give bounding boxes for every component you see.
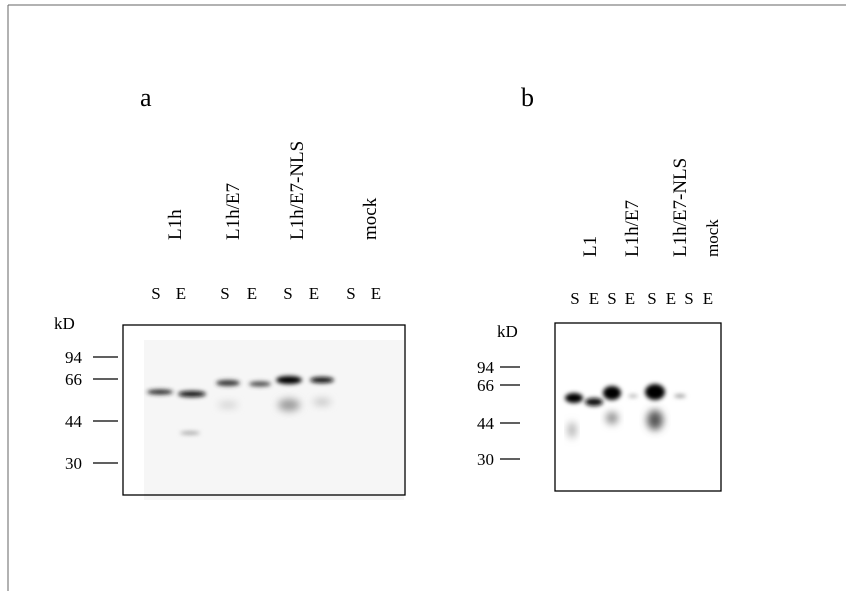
sample-label: L1h/E7-NLS <box>670 158 691 257</box>
lane-label: S <box>346 284 355 303</box>
lane-label: S <box>283 284 292 303</box>
lane-label: E <box>589 289 599 308</box>
marker-label: 66 <box>477 376 494 395</box>
lane-label: E <box>666 289 676 308</box>
marker-label: 44 <box>477 414 495 433</box>
lane-label: E <box>371 284 381 303</box>
marker-label: 94 <box>65 348 83 367</box>
marker-label: 44 <box>65 412 83 431</box>
marker-label: 30 <box>477 450 494 469</box>
panel-a: a L1h L1h/E7 L1h/E7-NLS mock S E S E S E… <box>54 83 406 500</box>
blot-frame <box>122 324 406 496</box>
lane-label: E <box>703 289 713 308</box>
lane-label: S <box>220 284 229 303</box>
panel-label: b <box>521 83 534 112</box>
lane-label: S <box>570 289 579 308</box>
lane-label: E <box>247 284 257 303</box>
sample-label: mock <box>360 197 381 240</box>
marker-label: 66 <box>65 370 82 389</box>
sample-label: L1h/E7 <box>223 183 244 240</box>
bands <box>147 376 334 435</box>
sample-label: mock <box>703 219 722 257</box>
unit-label: kD <box>54 314 75 333</box>
lane-label: S <box>647 289 656 308</box>
lane-label: E <box>309 284 319 303</box>
lane-label: E <box>176 284 186 303</box>
sample-label: L1h/E7-NLS <box>287 141 308 240</box>
sample-label: L1h <box>165 209 186 240</box>
marker-label: 30 <box>65 454 82 473</box>
marker-label: 94 <box>477 358 495 377</box>
lane-label: S <box>151 284 160 303</box>
panel-b: b L1 L1h/E7 L1h/E7-NLS mock S E S E S E … <box>477 83 722 492</box>
lane-label: E <box>625 289 635 308</box>
blot-frame <box>554 322 722 492</box>
blot-background <box>144 340 404 500</box>
sample-label: L1h/E7 <box>622 200 643 257</box>
bands <box>565 384 686 438</box>
sample-label: L1 <box>580 236 601 257</box>
lane-label: S <box>607 289 616 308</box>
unit-label: kD <box>497 322 518 341</box>
panel-label: a <box>140 83 152 112</box>
lane-label: S <box>684 289 693 308</box>
